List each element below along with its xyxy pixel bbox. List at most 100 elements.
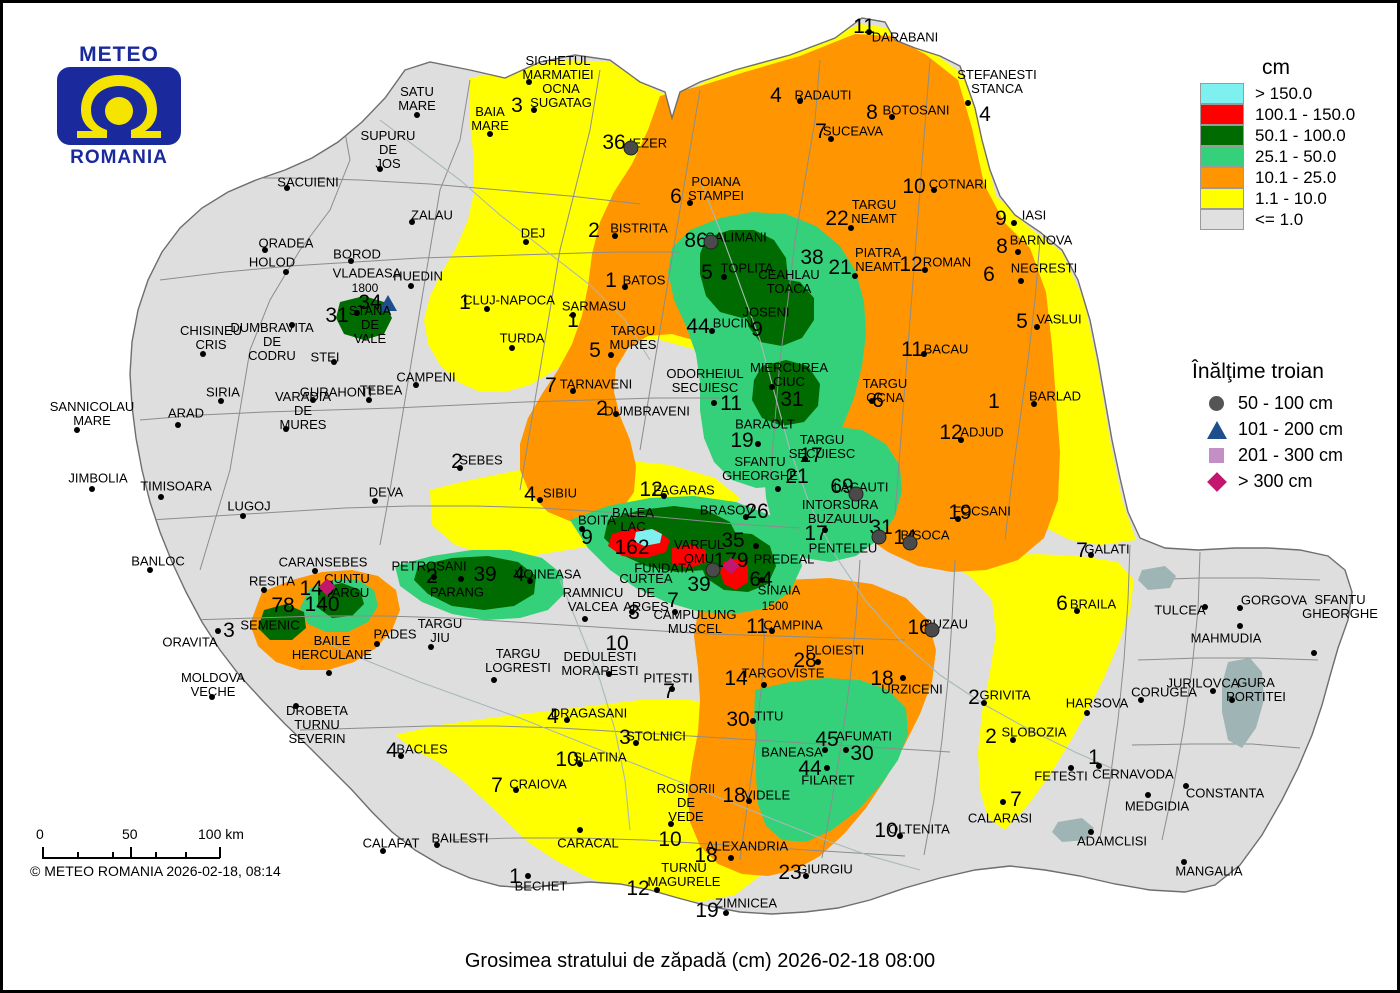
city-label: SINAIA — [757, 582, 801, 598]
legend-item: 101 - 200 cm — [1192, 416, 1392, 442]
station-dot — [1237, 623, 1243, 629]
city-label: DROBETA TURNU SEVERIN — [286, 703, 348, 746]
city-label: CAMPULUNG MUSCEL — [653, 607, 737, 636]
city-label: BANEASA — [761, 744, 823, 760]
station-dot — [822, 527, 828, 533]
legend-swatch — [1200, 209, 1244, 230]
snow-depth-value: 4 — [770, 84, 782, 107]
snow-depth-value: 12 — [639, 478, 663, 501]
city-label: BACLES — [396, 741, 448, 757]
city-label: BOROD — [333, 246, 381, 262]
station-dot — [755, 441, 761, 447]
snow-depth-value: 10 — [555, 748, 579, 771]
scale-bar-labels: 0 50 100 km — [30, 826, 280, 844]
station-dot — [312, 568, 318, 574]
station-dot — [413, 382, 419, 388]
snow-depth-value: 18 — [694, 844, 718, 867]
snow-depth-value: 38 — [800, 246, 824, 269]
station-dot — [374, 641, 380, 647]
snowdrift-marker-circle — [705, 562, 721, 578]
snow-depth-value: 34 — [358, 291, 382, 314]
station-dot — [293, 703, 299, 709]
snow-depth-value: 31 — [325, 304, 349, 327]
city-label: CORUGEA — [1131, 684, 1197, 700]
station-dot — [709, 328, 715, 334]
snow-depth-value: 18 — [870, 667, 894, 690]
city-label: VASLUI — [1036, 311, 1082, 327]
city-label: CERNAVODA — [1092, 766, 1174, 782]
legend-swatch — [1200, 104, 1244, 125]
snow-depth-value: 9 — [995, 207, 1007, 230]
station-dot — [1096, 763, 1102, 769]
snow-depth-value: 11 — [720, 392, 742, 415]
city-label: SUPURU DE JOS — [360, 128, 416, 171]
city-label: DUMBRAVITA DE CODRU — [230, 320, 314, 363]
legend-label: 25.1 - 50.0 — [1255, 146, 1337, 166]
city-label: CALARASI — [967, 810, 1033, 826]
snow-depth-value: 22 — [825, 207, 849, 230]
city-label: GRIVITA — [979, 687, 1031, 703]
snow-depth-value: 7 — [815, 120, 827, 143]
snow-depth-value: 18 — [722, 784, 746, 807]
city-label: FAGARAS — [653, 482, 715, 498]
map-title: Grosimea stratului de zăpadă (cm) 2026-0… — [464, 950, 936, 972]
legend-item: > 150.0 — [1200, 83, 1390, 104]
station-dot — [366, 397, 372, 403]
city-label: STEI — [310, 349, 340, 365]
scale-label-0: 0 — [36, 826, 44, 842]
station-dot — [900, 675, 906, 681]
city-label: LACAUTI — [833, 479, 889, 495]
city-label: ZALAU — [411, 207, 453, 223]
station-dot — [89, 486, 95, 492]
station-dot — [577, 761, 583, 767]
station-dot — [513, 787, 519, 793]
city-label: CRAIOVA — [509, 776, 567, 792]
city-label: PETROSANI — [391, 558, 467, 574]
snow-depth-value: 19 — [730, 429, 754, 452]
city-label: AFUMATI — [835, 728, 893, 744]
station-dot — [743, 514, 749, 520]
city-label: FILARET — [801, 772, 855, 788]
station-dot — [326, 670, 332, 676]
city-label: GURAHONT — [299, 384, 375, 400]
snow-depth-value: 2 — [968, 686, 980, 709]
snow-depth-value: 64 — [749, 568, 773, 591]
station-dot — [147, 567, 153, 573]
station-dot — [1074, 608, 1080, 614]
snowdrift-marker-circle — [848, 486, 864, 502]
legend-label: 50.1 - 100.0 — [1255, 125, 1346, 145]
station-dot — [955, 516, 961, 522]
snowdrift-marker-circle — [924, 622, 940, 638]
station-dot — [629, 609, 635, 615]
legend-title-cm: cm — [1262, 56, 1290, 79]
city-label: CAMPINA — [763, 617, 823, 633]
station-dot — [175, 422, 181, 428]
city-label: ORAVITA — [162, 634, 218, 650]
city-label: BOITA — [577, 512, 617, 528]
city-label: SLATINA — [573, 749, 627, 765]
station-dot — [200, 351, 206, 357]
legend-label: > 150.0 — [1255, 83, 1313, 103]
snow-depth-value: 44 — [798, 757, 822, 780]
snow-depth-value: 78 — [271, 594, 295, 617]
city-label: TARGU OCNA — [862, 376, 908, 405]
station-dot — [331, 359, 337, 365]
snowdrift-marker-circle — [902, 535, 918, 551]
station-dot — [348, 258, 354, 264]
city-label: MIERCUREA CIUC — [749, 360, 829, 389]
snow-depth-value: 162 — [614, 536, 650, 559]
station-dot — [931, 187, 937, 193]
city-label: TARGU MURES — [609, 323, 657, 352]
station-dot — [612, 233, 618, 239]
city-label: PIATRA NEAMT — [855, 245, 901, 274]
city-label: STOLNICI — [626, 728, 686, 744]
snow-depth-value: 3 — [628, 601, 640, 624]
station-dot — [753, 543, 759, 549]
city-label: MANGALIA — [1175, 863, 1243, 879]
triangle-marker-icon — [1206, 418, 1230, 440]
station-dot — [981, 700, 987, 706]
city-label: CURTEA DE ARGES — [619, 571, 673, 614]
station-dot — [570, 388, 576, 394]
snow-depth-value: 11 — [901, 338, 923, 361]
